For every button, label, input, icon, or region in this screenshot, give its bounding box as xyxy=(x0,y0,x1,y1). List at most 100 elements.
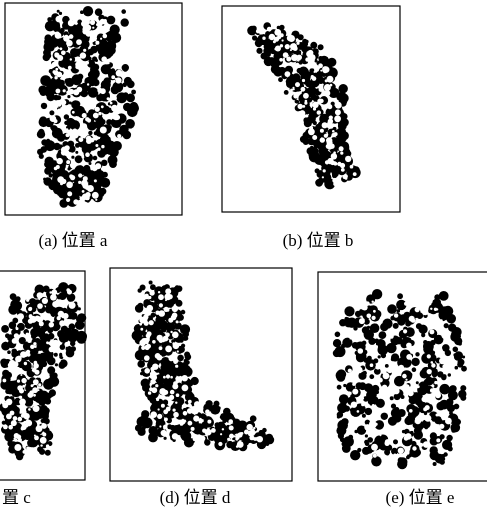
texture xyxy=(33,379,39,385)
texture xyxy=(172,332,179,339)
texture xyxy=(367,437,373,443)
texture xyxy=(57,316,61,320)
figure: (a) 位置 a (b) 位置 b 置 c (d) 位置 d (e) 位置 e xyxy=(0,0,487,512)
texture xyxy=(95,41,99,45)
texture xyxy=(369,374,374,379)
texture xyxy=(308,90,316,98)
texture xyxy=(173,409,176,412)
texture xyxy=(123,103,132,112)
texture xyxy=(101,105,104,108)
texture xyxy=(304,102,307,105)
texture xyxy=(28,408,31,411)
texture xyxy=(65,128,68,131)
texture xyxy=(318,63,323,68)
caption: (a) 位置 a xyxy=(39,231,108,250)
texture xyxy=(51,311,56,316)
texture xyxy=(95,199,97,201)
texture xyxy=(430,446,438,454)
texture xyxy=(456,336,460,340)
texture xyxy=(206,400,213,407)
texture xyxy=(446,443,450,447)
texture xyxy=(146,334,150,338)
texture xyxy=(188,400,192,404)
texture xyxy=(393,388,400,395)
texture xyxy=(434,308,437,311)
texture xyxy=(140,285,146,291)
texture xyxy=(64,342,69,347)
texture xyxy=(218,442,222,446)
texture xyxy=(339,319,346,326)
texture xyxy=(191,427,195,431)
texture xyxy=(18,417,23,422)
texture xyxy=(91,124,96,129)
texture xyxy=(183,403,188,408)
texture xyxy=(448,446,453,451)
texture xyxy=(367,314,372,319)
texture xyxy=(259,430,264,435)
texture xyxy=(165,299,167,301)
texture xyxy=(3,425,8,430)
texture xyxy=(291,54,298,61)
texture xyxy=(284,90,289,95)
texture xyxy=(417,385,420,388)
texture xyxy=(310,42,317,49)
texture xyxy=(273,40,276,43)
texture xyxy=(435,454,445,464)
texture xyxy=(385,441,390,446)
texture xyxy=(36,425,43,432)
texture xyxy=(140,372,143,375)
texture xyxy=(172,313,178,319)
texture xyxy=(164,307,169,312)
texture xyxy=(165,288,171,294)
texture xyxy=(54,353,58,357)
texture xyxy=(41,334,51,344)
texture xyxy=(95,163,101,169)
texture xyxy=(100,136,106,142)
texture xyxy=(44,87,54,97)
texture xyxy=(317,110,321,114)
texture xyxy=(92,27,94,29)
texture xyxy=(214,401,220,407)
texture xyxy=(159,303,163,307)
texture xyxy=(59,333,69,343)
texture xyxy=(66,91,70,95)
texture xyxy=(95,144,98,147)
texture xyxy=(57,10,60,13)
texture xyxy=(152,364,158,370)
texture xyxy=(47,44,54,51)
texture xyxy=(427,354,431,358)
texture xyxy=(333,339,341,347)
texture xyxy=(179,368,188,377)
texture xyxy=(431,361,434,364)
texture xyxy=(181,431,192,442)
texture xyxy=(341,400,347,406)
texture xyxy=(235,435,239,439)
texture xyxy=(43,379,54,390)
texture xyxy=(109,160,117,168)
texture xyxy=(414,392,423,401)
texture xyxy=(176,344,178,346)
texture xyxy=(345,156,351,162)
texture xyxy=(332,130,335,133)
texture xyxy=(123,131,132,140)
texture xyxy=(271,65,280,74)
texture xyxy=(416,323,422,329)
texture xyxy=(372,301,374,303)
texture xyxy=(63,89,66,92)
texture xyxy=(65,78,74,87)
texture xyxy=(82,156,85,159)
texture xyxy=(293,94,298,99)
texture xyxy=(321,173,325,177)
texture xyxy=(94,131,98,135)
texture xyxy=(425,426,428,429)
texture xyxy=(69,152,72,155)
texture xyxy=(318,44,324,50)
texture xyxy=(170,376,173,379)
texture xyxy=(8,362,13,367)
texture xyxy=(111,105,118,112)
texture xyxy=(351,423,355,427)
texture xyxy=(37,292,43,298)
texture xyxy=(290,74,293,77)
texture xyxy=(404,417,412,425)
texture xyxy=(444,426,448,430)
